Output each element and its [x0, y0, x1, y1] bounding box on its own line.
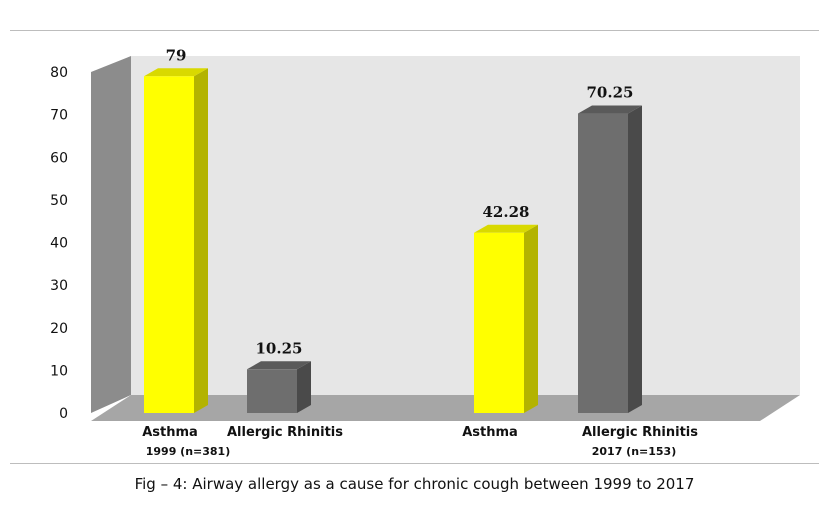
- y-tick-label: 0: [59, 406, 68, 422]
- chart-back-wall: [131, 56, 800, 395]
- y-tick-label: 70: [50, 108, 68, 124]
- category-label: Asthma: [462, 425, 518, 440]
- y-tick-label: 30: [50, 278, 68, 294]
- category-label: Asthma: [142, 425, 198, 440]
- chart-side-wall: [91, 56, 131, 413]
- bottom-rule: [10, 463, 819, 464]
- category-label: Allergic Rhinitis: [227, 425, 343, 440]
- group-label: 2017 (n=153): [592, 445, 677, 458]
- y-tick-label: 10: [50, 363, 68, 379]
- bar-top: [247, 361, 311, 370]
- bar-side: [297, 361, 311, 413]
- y-tick-label: 40: [50, 236, 68, 252]
- y-tick-label: 20: [50, 321, 68, 337]
- bar: [474, 232, 524, 413]
- figure-caption: Fig – 4: Airway allergy as a cause for c…: [134, 475, 695, 493]
- bar-top: [474, 224, 538, 233]
- bar: [144, 76, 194, 413]
- bar-value-label: 42.28: [483, 203, 530, 221]
- bar: [578, 113, 628, 413]
- bar-side: [524, 224, 538, 413]
- bar-value-label: 70.25: [587, 84, 634, 102]
- bar-top: [578, 105, 642, 114]
- group-label: 1999 (n=381): [146, 445, 231, 458]
- bar-value-label: 10.25: [256, 339, 303, 357]
- bar-value-label: 79: [166, 46, 187, 64]
- bar: [247, 369, 297, 413]
- bar-side: [628, 105, 642, 413]
- bar-side: [194, 68, 208, 413]
- y-tick-label: 80: [50, 65, 68, 81]
- y-tick-label: 50: [50, 193, 68, 209]
- bar-top: [144, 68, 208, 77]
- category-label: Allergic Rhinitis: [582, 425, 698, 440]
- top-rule: [10, 30, 819, 31]
- y-tick-label: 60: [50, 150, 68, 166]
